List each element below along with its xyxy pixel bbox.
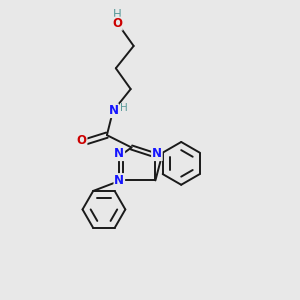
Text: H: H: [120, 103, 128, 113]
Text: N: N: [114, 174, 124, 187]
Text: N: N: [108, 104, 118, 117]
Text: O: O: [76, 134, 87, 147]
Text: H: H: [113, 8, 122, 21]
Text: N: N: [152, 147, 162, 160]
Text: N: N: [114, 147, 124, 160]
Text: O: O: [112, 17, 122, 30]
